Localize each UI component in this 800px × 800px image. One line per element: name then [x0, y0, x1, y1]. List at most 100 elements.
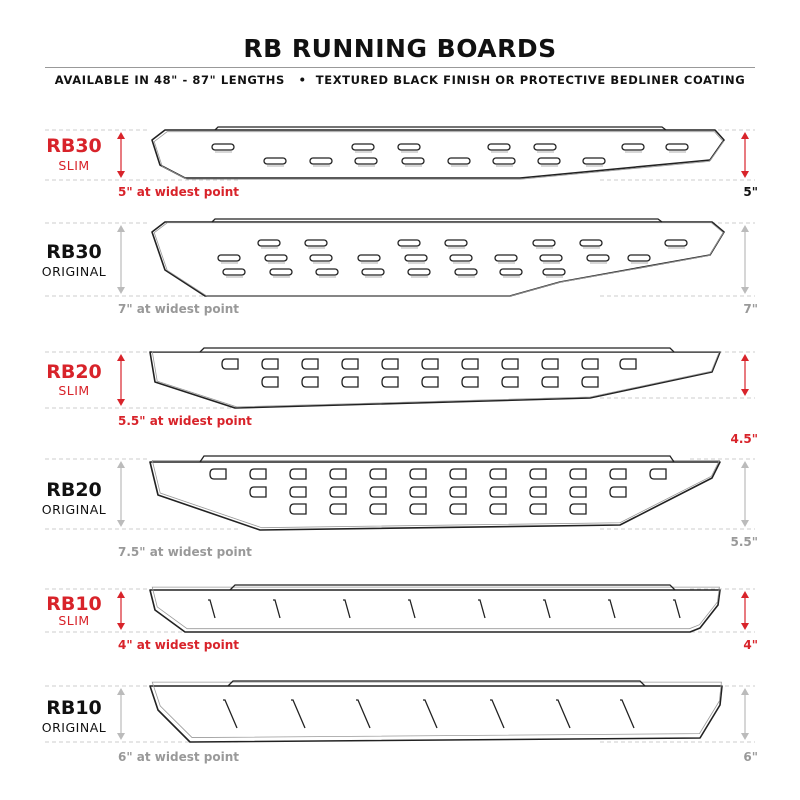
board-edge	[151, 681, 722, 738]
slot	[315, 268, 339, 276]
slot	[361, 268, 385, 276]
slot	[537, 157, 561, 165]
slot	[449, 486, 467, 498]
tread-slash	[673, 599, 681, 619]
slot	[541, 358, 559, 370]
slot	[217, 254, 241, 262]
right-dimension: 5"	[743, 185, 758, 199]
slot	[407, 268, 431, 276]
arrow-head-icon	[117, 591, 125, 598]
slot	[454, 268, 478, 276]
slot	[404, 254, 428, 262]
slot	[341, 376, 359, 388]
slot	[309, 254, 333, 262]
arrow-head-icon	[117, 287, 125, 294]
slot	[304, 239, 328, 247]
width-note: 7" at widest point	[118, 302, 240, 316]
slot	[354, 157, 378, 165]
slot	[289, 468, 307, 480]
arrow-head-icon	[117, 733, 125, 740]
slot	[487, 143, 511, 151]
slot	[261, 376, 279, 388]
tread-slash	[478, 599, 486, 619]
arrow-head-icon	[741, 591, 749, 598]
board-step-edge	[227, 680, 646, 687]
slot	[381, 376, 399, 388]
arrow-head-icon	[117, 688, 125, 695]
tread-slash	[620, 699, 635, 729]
arrow-head-icon	[117, 623, 125, 630]
page-subtitle: AVAILABLE IN 48" - 87" LENGTHS • TEXTURE…	[54, 73, 746, 87]
board-outline	[149, 685, 723, 743]
slot	[619, 358, 637, 370]
slot	[329, 486, 347, 498]
arrow-head-icon	[117, 225, 125, 232]
slot	[261, 358, 279, 370]
slot	[249, 486, 267, 498]
slot	[329, 503, 347, 515]
tread-slash	[408, 599, 416, 619]
slot	[249, 468, 267, 480]
slot	[269, 268, 293, 276]
slot	[569, 503, 587, 515]
slot	[586, 254, 610, 262]
slot	[397, 239, 421, 247]
slot	[209, 468, 227, 480]
arrow-head-icon	[741, 733, 749, 740]
slot	[257, 239, 281, 247]
width-note: 7.5" at widest point	[118, 545, 252, 559]
slot	[369, 468, 387, 480]
board-step-edge	[211, 218, 663, 223]
slot	[532, 239, 556, 247]
slot	[489, 468, 507, 480]
tread-slash	[208, 599, 216, 619]
slot	[665, 143, 689, 151]
width-note: 5" at widest point	[118, 185, 240, 199]
right-dimension: 6"	[743, 750, 758, 764]
slot	[222, 268, 246, 276]
slot	[489, 486, 507, 498]
variant-label: ORIGINAL	[41, 502, 107, 517]
arrow-head-icon	[117, 399, 125, 406]
variant-label: ORIGINAL	[41, 720, 107, 735]
tread-slash	[291, 699, 306, 729]
variant-label: ORIGINAL	[41, 264, 107, 279]
width-note: 4" at widest point	[118, 638, 240, 652]
slot	[397, 143, 421, 151]
tread-slash	[273, 599, 281, 619]
arrow-head-icon	[741, 461, 749, 468]
slot	[627, 254, 651, 262]
board-edge	[153, 131, 724, 180]
slot	[609, 468, 627, 480]
slot	[357, 254, 381, 262]
slot	[541, 376, 559, 388]
tread-slash	[556, 699, 571, 729]
slot	[649, 468, 667, 480]
tread-slash	[543, 599, 551, 619]
variant-label: SLIM	[58, 158, 90, 173]
slot	[221, 358, 239, 370]
slot	[621, 143, 645, 151]
tread-slash	[343, 599, 351, 619]
slot	[409, 486, 427, 498]
right-dimension: 7"	[743, 302, 758, 316]
slot	[542, 268, 566, 276]
page-title: RB RUNNING BOARDS	[243, 34, 557, 63]
slot	[329, 468, 347, 480]
right-dimension: 4.5"	[730, 432, 758, 446]
variant-label: SLIM	[58, 613, 90, 628]
slot	[664, 239, 688, 247]
tread-slash	[423, 699, 438, 729]
slot	[263, 157, 287, 165]
board-outline	[149, 589, 721, 633]
slot	[409, 468, 427, 480]
tread-slash	[608, 599, 616, 619]
slot	[449, 468, 467, 480]
model-label: RB20	[46, 479, 102, 501]
slot	[581, 376, 599, 388]
slot	[264, 254, 288, 262]
slot	[569, 486, 587, 498]
slot	[449, 503, 467, 515]
slot	[499, 268, 523, 276]
